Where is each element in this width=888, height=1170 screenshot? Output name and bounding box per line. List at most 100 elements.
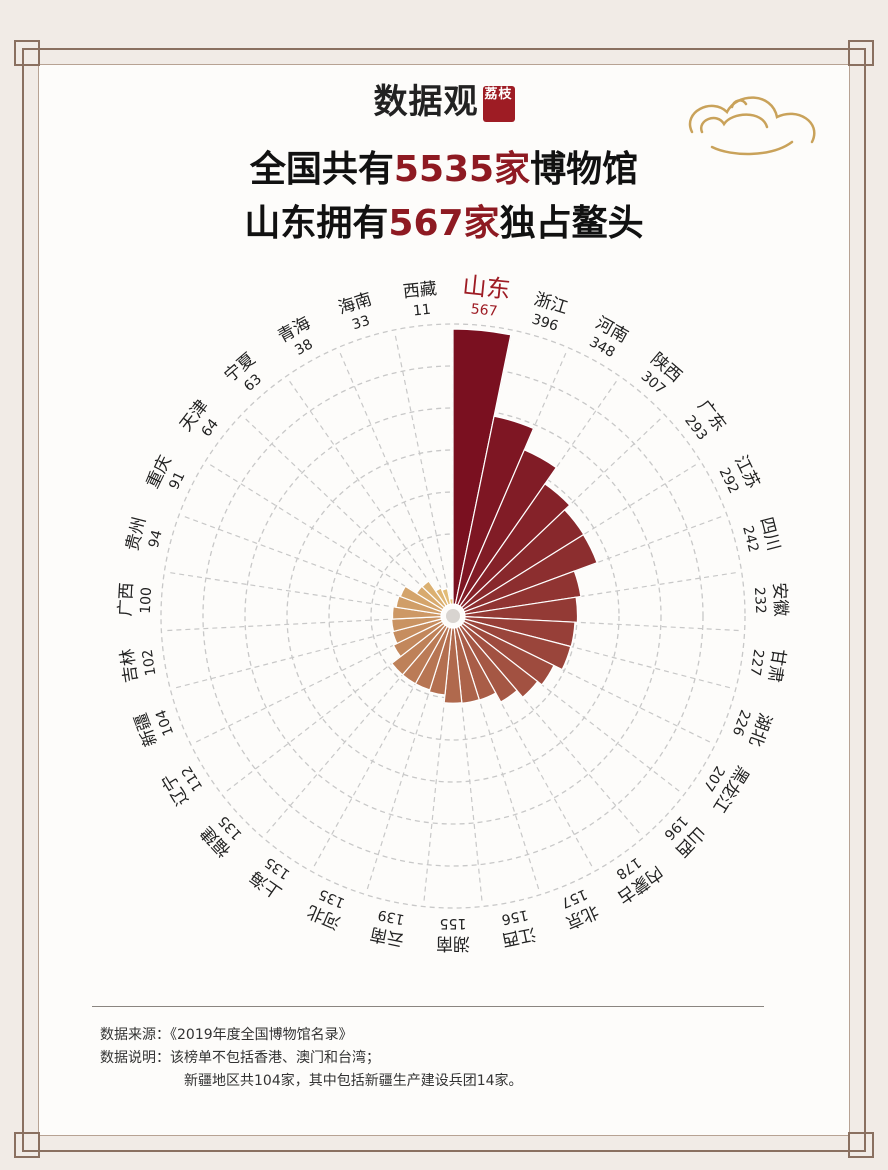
title-1-number: 5535家 — [393, 149, 531, 190]
source-label: 数据来源： — [100, 1027, 170, 1043]
grid-ring — [286, 449, 620, 783]
grid-ring — [160, 323, 746, 909]
bar-陕西 — [459, 483, 571, 609]
value-label: 38 — [292, 336, 315, 359]
category-label: 湖南 — [436, 933, 470, 953]
value-label: 567 — [470, 301, 498, 320]
brand-name: 数据观 — [373, 82, 479, 122]
frame-corner — [848, 40, 874, 66]
value-label: 91 — [166, 469, 188, 492]
frame-corner — [14, 1132, 40, 1158]
bar-福建 — [390, 622, 447, 676]
value-label: 227 — [747, 648, 767, 677]
value-label: 102 — [140, 648, 160, 677]
grid-spoke — [287, 378, 443, 600]
bar-山东 — [452, 328, 512, 605]
source-note: 数据来源：《2019年度全国博物馆名录》 — [100, 1024, 353, 1044]
title-2-pre: 山东拥有 — [244, 203, 389, 244]
value-label: 33 — [350, 313, 372, 334]
center-dot — [446, 609, 460, 623]
value-label: 396 — [530, 311, 560, 334]
value-label: 232 — [751, 587, 768, 615]
outer-frame — [22, 48, 866, 1152]
grid-ring — [244, 407, 662, 825]
value-label: 155 — [440, 915, 467, 931]
bar-江苏 — [462, 533, 598, 613]
explain-text-2: 新疆地区共104家，其中包括新疆生产建设兵团14家。 — [184, 1073, 523, 1089]
bar-广西 — [391, 606, 442, 620]
grid-spoke — [394, 332, 450, 597]
category-label: 山东 — [461, 271, 512, 304]
value-label: 100 — [138, 587, 155, 615]
bar-湖南 — [443, 627, 463, 704]
footer-divider — [92, 1006, 764, 1007]
bar-辽宁 — [392, 620, 445, 658]
bar-山西 — [459, 622, 539, 699]
cloud-ornament-icon — [688, 96, 816, 156]
title-2-number: 567家 — [388, 203, 500, 244]
category-label: 安徽 — [769, 582, 791, 617]
category-label: 贵州 — [122, 515, 150, 553]
frame-corner — [848, 1132, 874, 1158]
grid-ring — [202, 365, 704, 867]
explain-note-2: 新疆地区共104家，其中包括新疆生产建设兵团14家。 — [184, 1070, 523, 1090]
value-label: 156 — [500, 906, 529, 927]
bar-安徽 — [464, 596, 579, 623]
inner-frame — [38, 64, 850, 1136]
bar-贵州 — [395, 595, 443, 615]
bar-四川 — [463, 570, 582, 615]
bar-新疆 — [391, 618, 444, 645]
explain-text-1: 该榜单不包括香港、澳门和台湾； — [170, 1050, 380, 1066]
value-label: 11 — [412, 302, 431, 320]
title-line-2: 山东拥有567家独占鳌头 — [0, 194, 888, 246]
bar-宁夏 — [421, 580, 447, 609]
bar-云南 — [428, 626, 453, 696]
bar-重庆 — [399, 585, 444, 613]
category-label: 广西 — [116, 582, 138, 617]
category-label: 海南 — [336, 289, 374, 318]
label-group: 湖南 155 — [436, 915, 470, 953]
explain-label: 数据说明： — [100, 1050, 170, 1066]
bar-浙江 — [454, 415, 535, 606]
title-line-1: 全国共有5535家博物馆 — [0, 140, 888, 192]
bar-西藏 — [448, 598, 454, 605]
title-1-post: 博物馆 — [530, 149, 639, 190]
title-1-pre: 全国共有 — [249, 149, 394, 190]
frame-corner — [14, 40, 40, 66]
brand-logo: 数据观 荔枝 — [0, 74, 888, 123]
label-group: 广西 100 — [116, 582, 155, 617]
bar-黑龙江 — [461, 620, 555, 686]
bar-湖北 — [462, 618, 572, 671]
bar-内蒙古 — [458, 624, 518, 703]
value-label: 139 — [376, 906, 405, 927]
category-label: 吉林 — [117, 647, 142, 684]
bar-吉林 — [390, 615, 443, 633]
title-2-post: 独占鳌头 — [499, 203, 644, 244]
bar-河南 — [456, 449, 558, 607]
bar-海南 — [441, 587, 452, 606]
bar-青海 — [434, 587, 450, 607]
